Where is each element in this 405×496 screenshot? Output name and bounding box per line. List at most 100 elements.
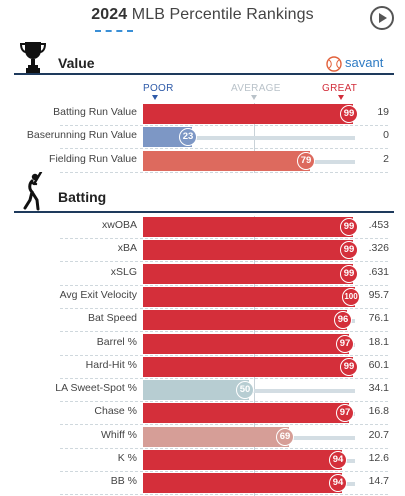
row-divider [60,171,388,173]
percentile-row[interactable]: LA Sweet-Spot % 50 34.1 [0,379,405,401]
row-divider [60,307,388,309]
percentile-badge: 94 [329,474,347,493]
metric-value: 16.8 [368,405,389,418]
title-text: MLB Percentile Rankings [131,6,314,23]
percentile-badge: 79 [297,151,315,170]
batter-icon [23,172,43,211]
metric-value: 12.6 [368,452,389,464]
percentile-row[interactable]: Batting Run Value 99 19 [0,103,405,124]
percentile-badge: 99 [340,105,358,123]
percentile-row[interactable]: Hard-Hit % 99 60.1 [0,356,405,377]
row-divider [60,471,388,472]
metric-label: Chase % [94,405,137,418]
percentile-bar [143,473,342,494]
metric-value: 2 [383,152,389,165]
metric-value: 14.7 [368,475,389,488]
metric-label: K % [117,452,137,464]
percentile-row[interactable]: Whiff % 69 20.7 [0,426,405,447]
metric-value: 95.7 [368,288,389,301]
batting-section-rule [14,211,394,213]
page-title: 2024 MLB Percentile Rankings [0,6,405,24]
play-button[interactable] [370,6,394,30]
metric-label: xwOBA [101,219,137,231]
scale-great-label: GREAT [322,83,358,94]
row-divider [60,148,388,150]
percentile-row[interactable]: Avg Exit Velocity 100 95.7 [0,286,405,307]
metric-label: xSLG [110,265,137,278]
metric-value: .631 [368,265,389,278]
metric-label: xBA [117,242,137,255]
percentile-row[interactable]: xSLG 99 .631 [0,263,405,284]
metric-value: 0 [383,129,389,142]
percentile-badge: 97 [336,404,354,423]
row-divider [60,284,388,286]
percentile-badge: 94 [329,451,347,469]
metric-label: Bat Speed [87,312,137,325]
percentile-bar [143,333,349,354]
row-divider [60,424,388,426]
percentile-bar [143,217,353,237]
percentile-row[interactable]: BB % 94 14.7 [0,472,405,494]
percentile-badge: 99 [340,357,358,376]
percentile-badge: 69 [276,427,294,446]
percentile-bar [143,450,342,470]
scale-average-marker [251,95,257,100]
percentile-badge: 23 [179,128,197,147]
percentile-bar [143,240,353,261]
percentile-bar [143,150,310,171]
play-icon [379,13,387,23]
row-divider [60,401,388,403]
percentile-bar [143,403,349,424]
row-divider [60,261,388,263]
average-line [254,216,255,496]
percentile-track [143,136,355,141]
metric-value: 76.1 [368,312,389,325]
percentile-row[interactable]: Chase % 97 16.8 [0,402,405,424]
percentile-row[interactable]: Baserunning Run Value 23 0 [0,126,405,148]
metric-label: Baserunning Run Value [26,129,137,142]
percentile-badge: 99 [340,241,358,260]
percentile-bar [143,310,347,331]
row-divider [60,331,388,333]
percentile-row[interactable]: Barrel % 97 18.1 [0,333,405,354]
percentile-badge: 100 [342,287,360,306]
percentile-row[interactable]: xBA 99 .326 [0,239,405,261]
percentile-bar [143,380,249,401]
row-divider [60,447,388,449]
scale-great-marker [338,95,344,100]
percentile-bar [143,426,289,447]
savant-label: savant [345,55,384,70]
percentile-row[interactable]: Fielding Run Value 79 2 [0,150,405,171]
metric-value: .326 [368,242,389,255]
metric-value: 34.1 [368,382,389,395]
metric-label: Batting Run Value [53,106,137,118]
metric-label: LA Sweet-Spot % [55,382,137,395]
metric-value: 60.1 [368,358,389,371]
percentile-row[interactable]: Bat Speed 96 76.1 [0,309,405,331]
percentile-bar [143,263,353,284]
metric-label: Barrel % [96,335,137,348]
metric-label: Avg Exit Velocity [59,288,137,301]
baseball-icon [326,55,342,72]
scale-average-label: AVERAGE [231,83,281,94]
percentile-row[interactable]: xwOBA 99 .453 [0,216,405,237]
percentile-badge: 99 [340,218,358,236]
row-divider [60,238,388,239]
value-section-title: Value [58,55,95,71]
scale-poor-marker [152,95,158,100]
metric-label: Whiff % [101,428,137,441]
metric-value: 18.1 [368,335,389,348]
percentile-bar [143,286,355,307]
percentile-badge: 99 [340,264,358,283]
title-year: 2024 [91,6,128,23]
metric-label: Hard-Hit % [85,358,137,371]
percentile-badge: 97 [336,334,354,353]
scale-poor-label: POOR [143,83,174,94]
row-divider [60,125,388,126]
value-section-rule [14,73,394,75]
percentile-scale: POOR AVERAGE GREAT [0,83,405,103]
savant-logo[interactable]: savant [326,55,383,72]
percentile-bar [143,104,353,124]
row-divider [60,494,388,496]
percentile-row[interactable]: K % 94 12.6 [0,449,405,470]
